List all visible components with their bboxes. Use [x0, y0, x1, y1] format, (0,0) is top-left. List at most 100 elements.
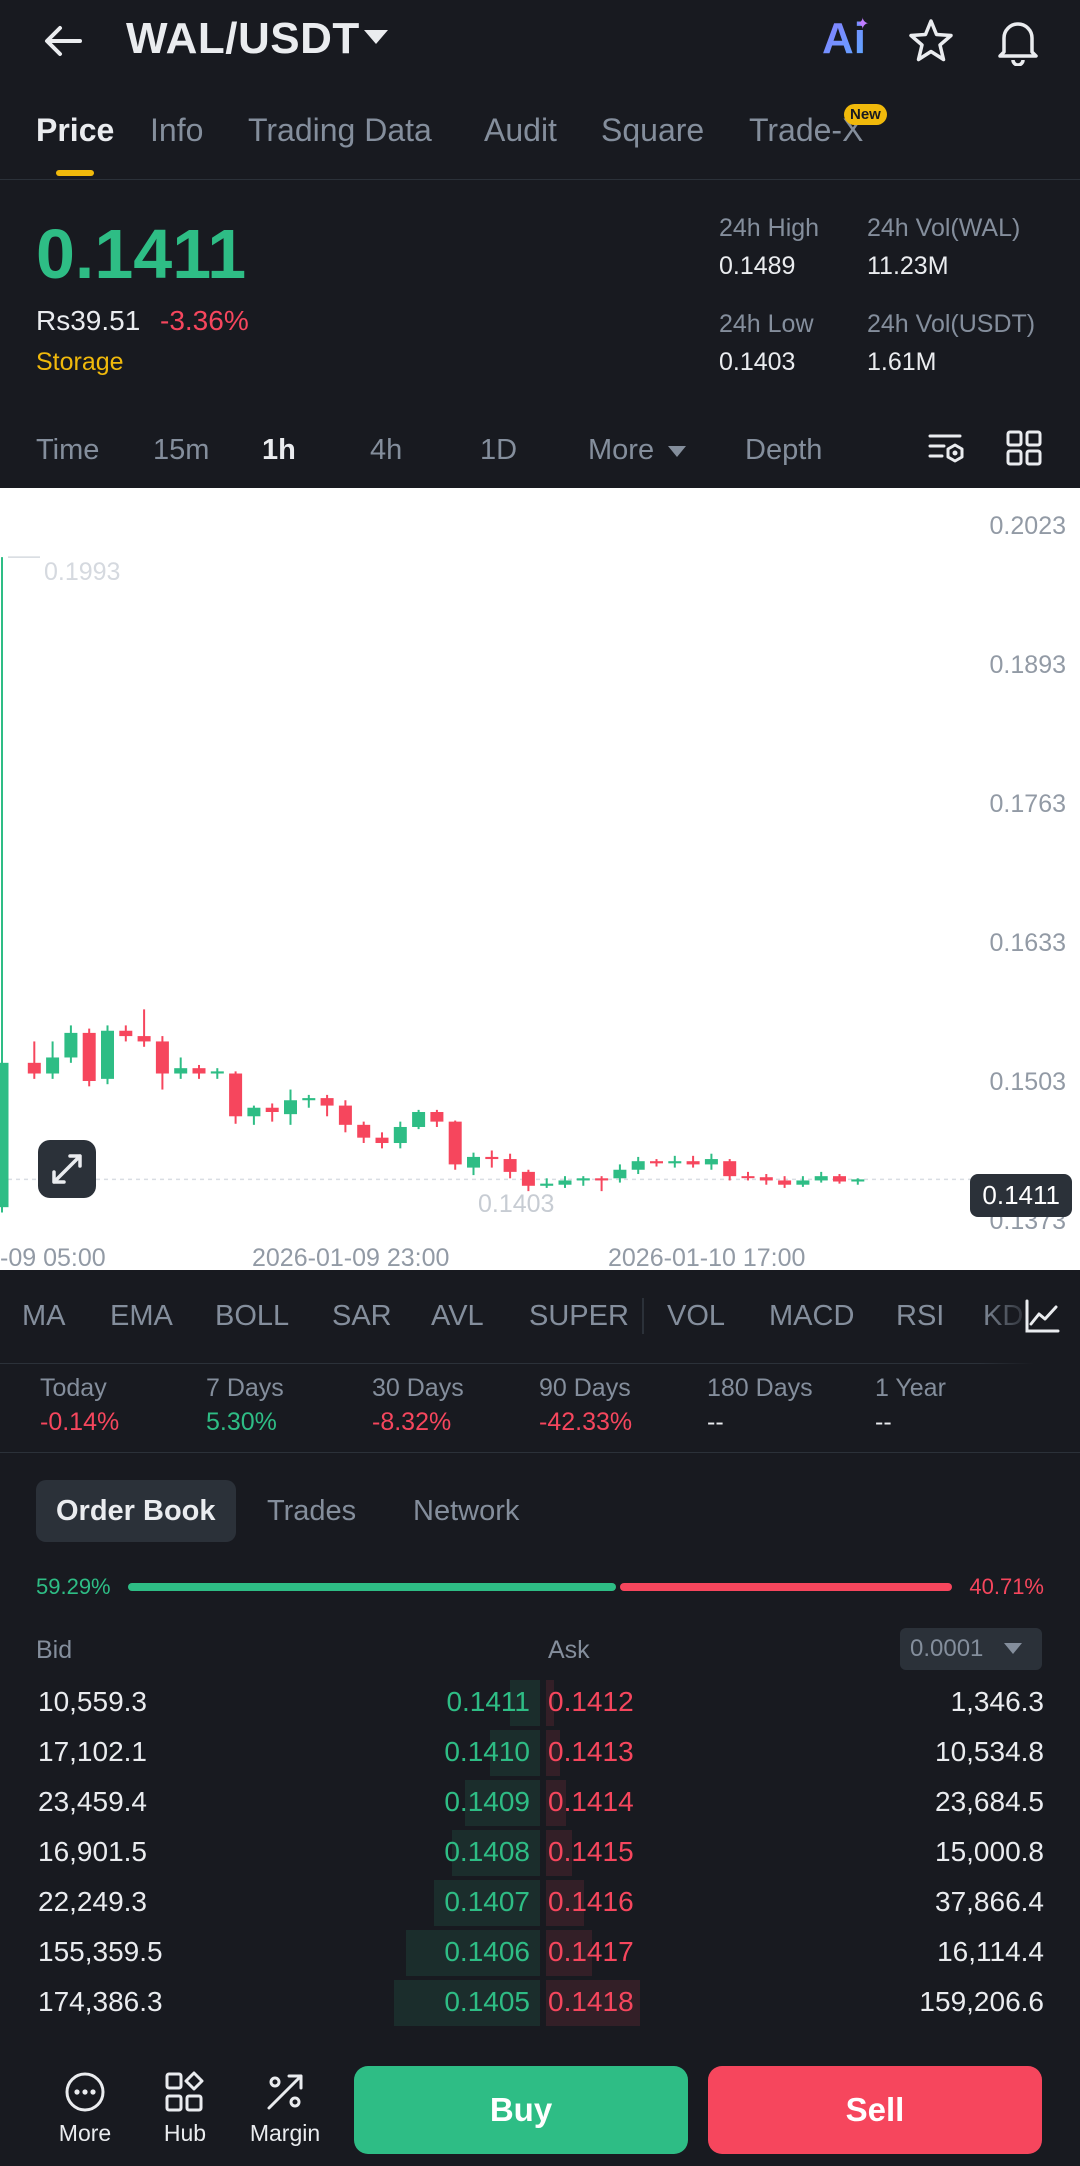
- tab-square[interactable]: Square: [601, 112, 705, 148]
- ask-price[interactable]: 0.1418: [548, 1986, 634, 2017]
- interval-15m[interactable]: 15m: [153, 434, 210, 466]
- ai-assistant-icon[interactable]: Ai: [822, 14, 866, 63]
- candle-body: [393, 1126, 407, 1144]
- tab-trades[interactable]: Trades: [267, 1495, 357, 1527]
- buy-ratio: 59.29%: [36, 1574, 111, 1599]
- chevron-down-icon[interactable]: [1004, 1643, 1022, 1654]
- bid-quantity: 23,459.4: [38, 1786, 147, 1817]
- active-tab-indicator: [56, 170, 94, 176]
- bid-quantity: 155,359.5: [38, 1936, 163, 1967]
- bid-price[interactable]: 0.1406: [444, 1936, 530, 1967]
- indicator-sar[interactable]: SAR: [332, 1300, 392, 1332]
- ask-price[interactable]: 0.1413: [548, 1736, 634, 1767]
- bid-price[interactable]: 0.1407: [444, 1886, 530, 1917]
- order-book-row[interactable]: 16,901.5 0.1408 0.1415 15,000.8: [0, 1828, 1080, 1878]
- chart-settings-icon[interactable]: [926, 428, 966, 468]
- indicator-avl[interactable]: AVL: [431, 1300, 484, 1332]
- tab-info[interactable]: Info: [150, 112, 204, 148]
- candle-body: [192, 1068, 206, 1074]
- order-book-row[interactable]: 22,249.3 0.1407 0.1416 37,866.4: [0, 1878, 1080, 1928]
- candle-body: [64, 1032, 78, 1058]
- candle-body: [0, 1062, 9, 1208]
- order-book-row[interactable]: 23,459.4 0.1409 0.1414 23,684.5: [0, 1778, 1080, 1828]
- ask-price[interactable]: 0.1414: [548, 1786, 634, 1817]
- bid-depth-bar: [434, 1880, 540, 1926]
- order-book-row[interactable]: 17,102.1 0.1410 0.1413 10,534.8: [0, 1728, 1080, 1778]
- hub-label: Hub: [163, 2120, 207, 2146]
- candle-body: [137, 1036, 151, 1042]
- perf-value-today: -0.14%: [40, 1408, 120, 1436]
- indicator-super[interactable]: SUPER: [529, 1300, 629, 1332]
- precision-select[interactable]: 0.0001: [900, 1628, 1042, 1670]
- candle-body: [101, 1030, 114, 1079]
- bid-price[interactable]: 0.1411: [446, 1686, 530, 1717]
- order-book-row[interactable]: 10,559.3 0.1411 0.1412 1,346.3: [0, 1678, 1080, 1728]
- more-button[interactable]: More: [40, 2070, 130, 2147]
- indicator-ema[interactable]: EMA: [110, 1300, 173, 1332]
- interval-more[interactable]: More: [588, 434, 655, 466]
- bid-price[interactable]: 0.1405: [444, 1986, 530, 2017]
- bid-price[interactable]: 0.1410: [444, 1736, 530, 1767]
- y-axis-tick: 0.1503: [989, 1068, 1066, 1096]
- expand-button[interactable]: [38, 1140, 96, 1198]
- candle-body: [778, 1180, 792, 1185]
- ask-price[interactable]: 0.1417: [548, 1936, 634, 1967]
- ask-price[interactable]: 0.1416: [548, 1886, 634, 1917]
- candle-body: [320, 1098, 334, 1106]
- tab-order-book[interactable]: Order Book: [36, 1480, 236, 1542]
- fiat-price: Rs39.51: [36, 305, 141, 336]
- interval-4h[interactable]: 4h: [370, 434, 403, 466]
- sell-button[interactable]: Sell: [708, 2066, 1042, 2154]
- tab-network[interactable]: Network: [413, 1495, 520, 1527]
- interval-1d[interactable]: 1D: [480, 434, 518, 466]
- candle-body: [650, 1161, 663, 1164]
- more-dots-icon: [65, 2072, 105, 2112]
- y-axis-tick: 0.2023: [989, 512, 1066, 540]
- perf-value-180d: --: [707, 1408, 724, 1436]
- perf-value-30d: -8.32%: [372, 1408, 452, 1436]
- candlestick-chart[interactable]: 0.2023 0.1893 0.1763 0.1633 0.1503 0.137…: [0, 488, 1080, 1270]
- candle-body: [229, 1073, 243, 1117]
- candle-body: [485, 1156, 499, 1160]
- indicator-macd[interactable]: MACD: [769, 1300, 855, 1332]
- ask-price[interactable]: 0.1415: [548, 1836, 634, 1867]
- chart-canvas[interactable]: [0, 488, 1080, 1270]
- divider: [0, 1452, 1080, 1453]
- line-chart-icon[interactable]: [1022, 1296, 1062, 1336]
- category-tag[interactable]: Storage: [36, 348, 124, 376]
- chevron-down-icon[interactable]: [668, 446, 686, 457]
- indicator-rsi[interactable]: RSI: [896, 1300, 945, 1332]
- pair-title[interactable]: WAL/USDT: [126, 14, 360, 63]
- chevron-down-icon[interactable]: [364, 30, 388, 44]
- bid-price[interactable]: 0.1409: [444, 1786, 530, 1817]
- bid-price[interactable]: 0.1408: [444, 1836, 530, 1867]
- ask-quantity: 23,684.5: [935, 1786, 1044, 1817]
- grid-layout-icon[interactable]: [1004, 428, 1044, 468]
- tab-trading-data[interactable]: Trading Data: [248, 112, 432, 148]
- tab-audit[interactable]: Audit: [484, 112, 557, 148]
- candle-body: [833, 1176, 846, 1182]
- buy-button[interactable]: Buy: [354, 2066, 688, 2154]
- margin-button[interactable]: Margin: [240, 2070, 330, 2147]
- bid-depth-bar: [490, 1730, 540, 1776]
- app-header: WAL/USDT Ai ✦: [0, 0, 1080, 84]
- order-book-row[interactable]: 174,386.3 0.1405 0.1418 159,206.6: [0, 1978, 1080, 2028]
- more-label: More: [58, 2120, 112, 2146]
- indicator-boll[interactable]: BOLL: [215, 1300, 290, 1332]
- candle-body: [357, 1124, 371, 1138]
- interval-time[interactable]: Time: [36, 434, 100, 466]
- interval-1h[interactable]: 1h: [262, 434, 296, 466]
- order-book-row[interactable]: 155,359.5 0.1406 0.1417 16,114.4: [0, 1928, 1080, 1978]
- bell-icon[interactable]: [994, 16, 1042, 66]
- star-icon[interactable]: [906, 16, 956, 66]
- back-arrow-icon[interactable]: [40, 18, 86, 64]
- indicator-ma[interactable]: MA: [22, 1300, 66, 1332]
- y-axis-tick: 0.1763: [989, 790, 1066, 818]
- hub-button[interactable]: Hub: [140, 2070, 230, 2147]
- interval-depth[interactable]: Depth: [745, 434, 823, 466]
- candle-body: [613, 1169, 627, 1179]
- indicator-vol[interactable]: VOL: [667, 1300, 726, 1332]
- candle-body: [448, 1121, 462, 1165]
- ask-price[interactable]: 0.1412: [548, 1686, 634, 1717]
- tab-price[interactable]: Price: [36, 112, 115, 148]
